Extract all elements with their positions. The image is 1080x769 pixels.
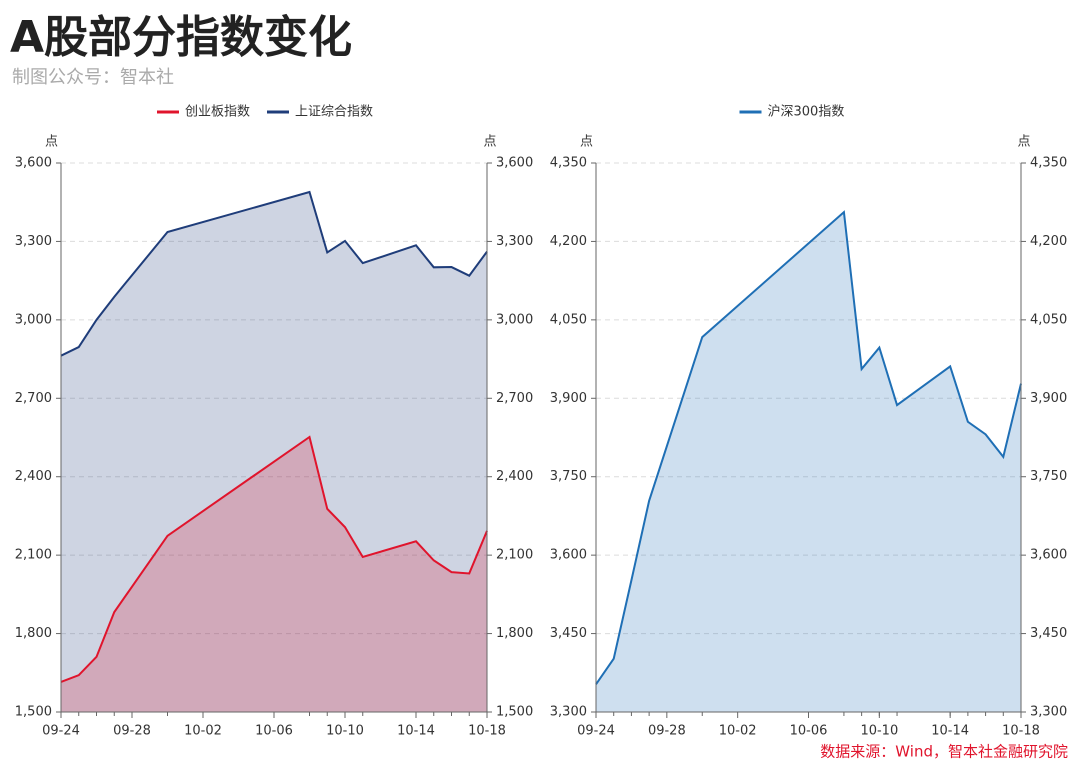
y-tick-label: 4,350 <box>550 156 587 171</box>
x-tick-label: 09-24 <box>42 724 80 739</box>
x-tick-label: 10-02 <box>719 724 757 739</box>
y-axis-unit: 点 <box>580 135 593 150</box>
legend-label: 沪深300指数 <box>768 104 845 120</box>
y2-tick-label: 2,700 <box>496 391 533 406</box>
y-tick-label: 1,500 <box>15 705 52 720</box>
y2-tick-label: 3,900 <box>1030 391 1067 406</box>
y-tick-label: 2,400 <box>15 469 52 484</box>
y2-tick-label: 1,800 <box>496 626 533 641</box>
y-tick-label: 4,050 <box>550 312 587 327</box>
x-tick-label: 10-18 <box>1002 724 1040 739</box>
y-tick-label: 3,750 <box>550 469 587 484</box>
line <box>60 190 488 357</box>
x-tick-label: 09-28 <box>113 724 151 739</box>
y2-tick-label: 3,000 <box>496 312 533 327</box>
y-axis-unit: 点 <box>45 135 58 150</box>
y2-tick-label: 4,350 <box>1030 156 1067 171</box>
page-subtitle: 制图公众号：智本社 <box>12 67 174 88</box>
y-tick-label: 3,300 <box>550 705 587 720</box>
legend-label: 上证综合指数 <box>295 105 373 120</box>
y2-tick-label: 4,050 <box>1030 312 1067 327</box>
y-tick-label: 2,700 <box>15 391 52 406</box>
x-tick-label: 10-10 <box>860 724 898 739</box>
x-tick-label: 10-02 <box>184 724 222 739</box>
line <box>60 435 488 683</box>
y2-tick-label: 3,600 <box>496 156 533 171</box>
y2-axis-unit: 点 <box>1017 135 1030 150</box>
y2-tick-label: 3,300 <box>1030 705 1067 720</box>
source-note: 数据来源：Wind，智本社金融研究院 <box>820 743 1068 761</box>
x-tick-label: 10-18 <box>468 724 506 739</box>
y-tick-label: 2,100 <box>15 548 52 563</box>
y2-tick-label: 1,500 <box>496 705 533 720</box>
y-tick-label: 3,900 <box>550 391 587 406</box>
x-tick-label: 10-06 <box>255 724 293 739</box>
y2-axis-unit: 点 <box>483 135 496 150</box>
y-tick-label: 1,800 <box>15 626 52 641</box>
area <box>61 436 487 712</box>
y2-tick-label: 3,450 <box>1030 626 1067 641</box>
y2-tick-label: 2,100 <box>496 548 533 563</box>
y2-tick-label: 3,600 <box>1030 548 1067 563</box>
x-tick-label: 09-24 <box>577 724 615 739</box>
x-tick-label: 10-06 <box>790 724 828 739</box>
y-tick-label: 3,000 <box>15 312 52 327</box>
x-tick-label: 10-14 <box>397 724 435 739</box>
y2-tick-label: 4,200 <box>1030 234 1067 249</box>
area <box>61 192 487 713</box>
area <box>596 212 1021 713</box>
y-tick-label: 3,300 <box>15 234 52 249</box>
y2-tick-label: 2,400 <box>496 469 533 484</box>
x-tick-label: 10-14 <box>931 724 969 739</box>
y-tick-label: 4,200 <box>550 234 587 249</box>
x-tick-label: 10-10 <box>326 724 364 739</box>
x-tick-label: 09-28 <box>648 724 686 739</box>
y-tick-label: 3,600 <box>15 156 52 171</box>
page-title: A股部分指数变化 <box>10 12 352 63</box>
y2-tick-label: 3,750 <box>1030 469 1067 484</box>
y-tick-label: 3,450 <box>550 626 587 641</box>
y-tick-label: 3,600 <box>550 548 587 563</box>
line <box>595 210 1022 685</box>
legend-label: 创业板指数 <box>185 105 250 120</box>
y2-tick-label: 3,300 <box>496 234 533 249</box>
